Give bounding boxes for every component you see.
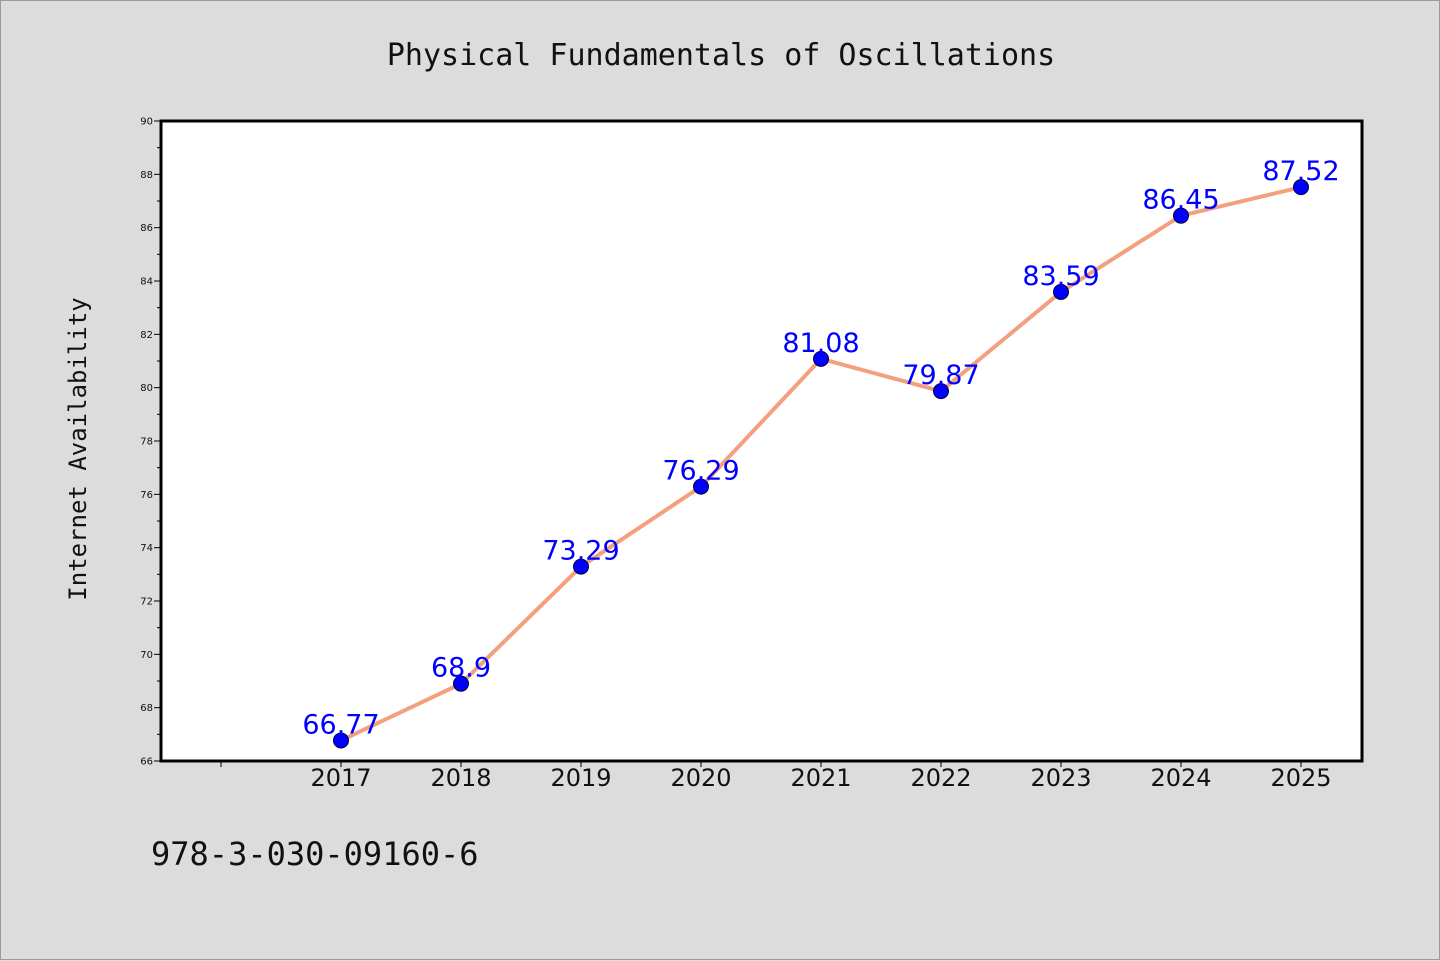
data-point <box>933 383 949 400</box>
x-tick-label: 2019 <box>550 764 611 792</box>
data-point <box>813 350 829 367</box>
data-label: 83.59 <box>1022 261 1099 292</box>
data-label: 73.29 <box>542 536 619 567</box>
y-tick-label: 72 <box>140 597 153 608</box>
y-tick-label: 88 <box>140 170 153 181</box>
data-point <box>693 478 709 495</box>
plot-border <box>159 119 1364 763</box>
data-point <box>1293 179 1309 196</box>
y-tick-label: 66 <box>140 757 153 768</box>
data-point <box>453 675 469 692</box>
chart-title: Physical Fundamentals of Oscillations <box>387 38 1055 73</box>
y-tick-label: 74 <box>140 543 153 554</box>
data-label: 79.87 <box>902 360 979 391</box>
series-layer <box>333 179 1309 749</box>
data-label: 68.9 <box>431 653 491 684</box>
data-point <box>1053 283 1069 300</box>
y-tick-label: 82 <box>140 330 153 341</box>
x-tick-label: 2017 <box>310 764 371 792</box>
data-label: 66.77 <box>302 709 379 740</box>
data-label: 86.45 <box>1142 185 1219 216</box>
data-point <box>573 558 589 575</box>
data-label: 87.52 <box>1262 156 1339 187</box>
isbn-text: 978-3-030-09160-6 <box>151 835 479 873</box>
x-tick-label: 2023 <box>1030 764 1091 792</box>
data-labels: 66.77 68.9 73.29 76.29 81.08 79.87 83.59 86.45 8… <box>302 156 1339 740</box>
data-label: 81.08 <box>782 328 859 359</box>
x-tick-label: 2022 <box>910 764 971 792</box>
data-point <box>333 732 349 749</box>
y-tick-label: 78 <box>140 437 153 448</box>
y-tick-label: 76 <box>140 490 153 501</box>
x-tick-label: 2021 <box>790 764 851 792</box>
data-label: 76.29 <box>662 456 739 487</box>
y-tick-label: 70 <box>140 650 153 661</box>
y-tick-label: 80 <box>140 383 153 394</box>
x-tick-label: 2024 <box>1150 764 1211 792</box>
y-tick-label: 68 <box>140 703 153 714</box>
x-tick-label: 2025 <box>1270 764 1331 792</box>
axis-ticks: 66 68 70 72 74 76 78 80 82 84 86 88 90 2017 2018 2019 20… <box>140 117 1331 793</box>
y-tick-label: 84 <box>140 277 153 288</box>
y-tick-label: 90 <box>140 117 153 128</box>
data-point <box>1173 207 1189 224</box>
y-tick-label: 86 <box>140 223 153 234</box>
x-tick-label: 2018 <box>430 764 491 792</box>
x-tick-label: 2020 <box>670 764 731 792</box>
y-axis-label: Internet Availability <box>64 297 92 600</box>
